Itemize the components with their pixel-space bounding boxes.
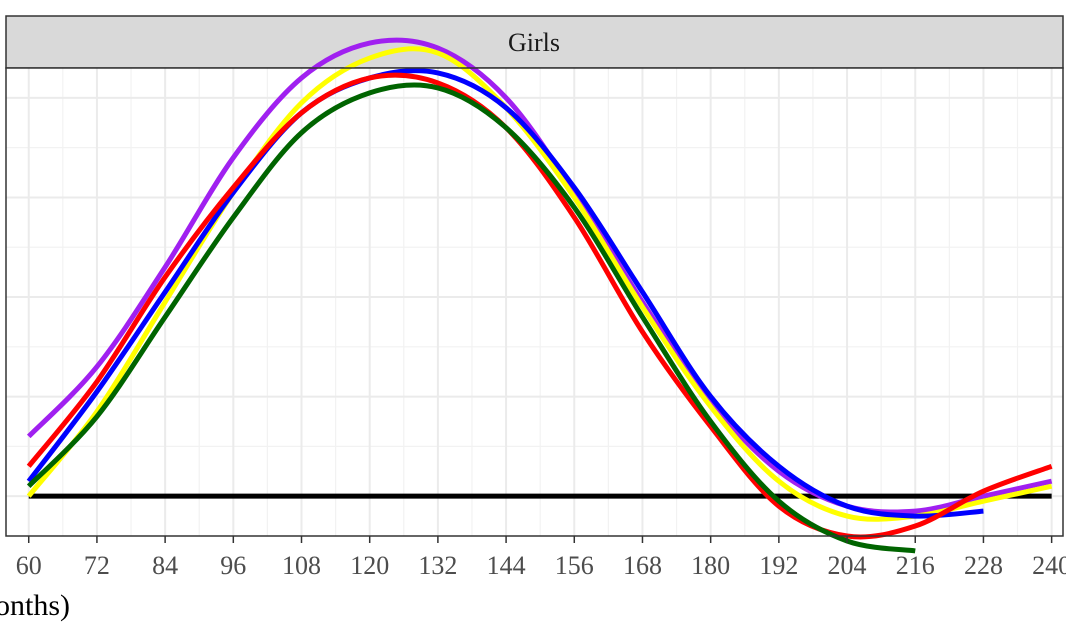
- x-tick-label: 84: [152, 551, 178, 580]
- x-tick-label: 72: [84, 551, 110, 580]
- x-tick-label: 96: [220, 551, 246, 580]
- x-tick-label: 204: [828, 551, 867, 580]
- series-line-5: [26, 82, 916, 554]
- x-tick-label: 168: [623, 551, 662, 580]
- x-tick-label: 60: [16, 551, 42, 580]
- series-layer: [26, 37, 1053, 554]
- x-tick-label: 180: [691, 551, 730, 580]
- grid-layer: [6, 68, 1063, 536]
- strip-background: [5, 15, 1064, 69]
- x-tick-label: 156: [555, 551, 594, 580]
- x-tick-label: 228: [964, 551, 1003, 580]
- x-tick-label: 132: [418, 551, 457, 580]
- x-axis-ticks: 60 72 84 96 108 120 132 144 156 168 180 192 204 216 22…: [16, 536, 1066, 580]
- x-tick-label: 120: [350, 551, 389, 580]
- plot-border: [5, 67, 1064, 537]
- facet-label: Girls: [508, 28, 560, 57]
- x-axis-title: nonths): [0, 589, 70, 622]
- x-tick-label: 144: [487, 551, 526, 580]
- series-line-3: [26, 68, 984, 519]
- x-tick-label: 216: [896, 551, 935, 580]
- x-tick-label: 192: [759, 551, 798, 580]
- x-tick-label: 240: [1032, 551, 1066, 580]
- x-tick-label: 108: [282, 551, 321, 580]
- strip-panel: Girls: [5, 15, 1064, 69]
